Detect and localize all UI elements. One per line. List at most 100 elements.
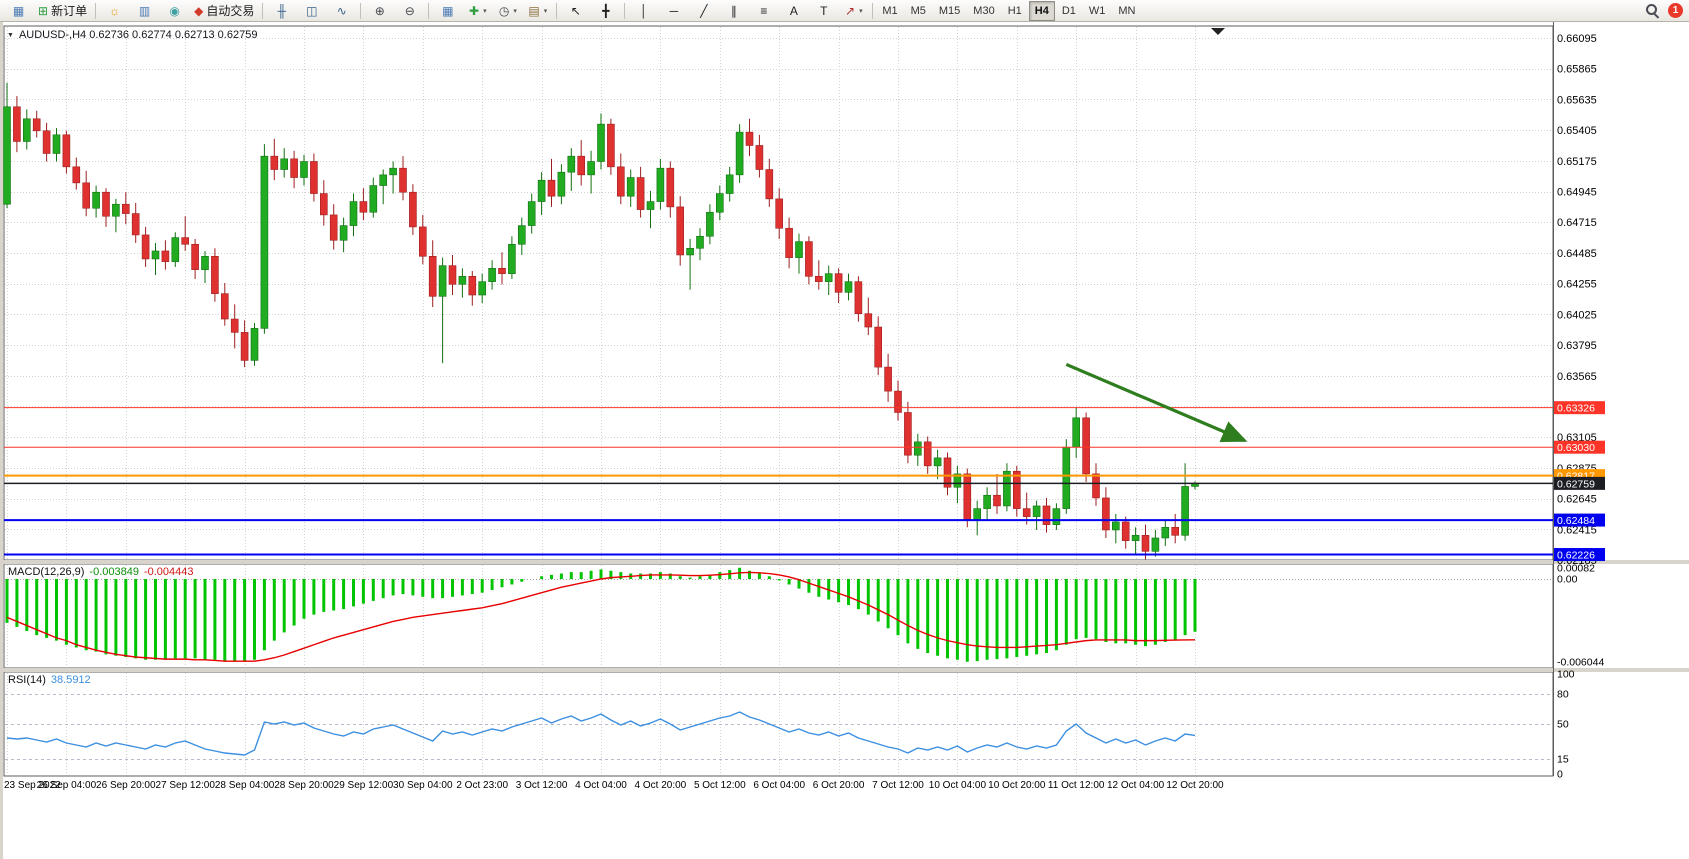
new-chart-button[interactable]: ▦	[4, 0, 33, 21]
text-icon: A	[789, 3, 798, 18]
chart-candles-button[interactable]: ◫	[297, 0, 326, 21]
zoom-in-button[interactable]: ⊕	[365, 0, 394, 21]
svg-text:0.64025: 0.64025	[1557, 309, 1597, 321]
search-icon[interactable]	[1645, 3, 1660, 18]
toolbar-separator	[428, 2, 430, 19]
text-label-button[interactable]: T	[809, 0, 838, 21]
price-tag-0.62226	[1554, 548, 1605, 562]
chart-canvas[interactable]: 0.66095 0.65865 0.65635 0.65405 0.65175 0.649…	[0, 22, 1689, 859]
arrows-button[interactable]: ↗ ▾	[839, 0, 868, 21]
new-order-label: 新订单	[51, 4, 88, 18]
market-watch-icon: ▥	[138, 3, 151, 18]
crosshair-button[interactable]: ╋	[591, 0, 620, 21]
autotrading-icon: ◆	[194, 3, 204, 18]
horizontal-line-button[interactable]: ─	[659, 0, 688, 21]
svg-text:0.63565: 0.63565	[1557, 371, 1597, 383]
fibonacci-button[interactable]: ≡	[749, 0, 778, 21]
new-order-button[interactable]: ⊞ 新订单	[34, 0, 91, 21]
indicators-icon: ✚	[469, 3, 480, 18]
toolbar-separator	[95, 2, 97, 19]
chart-candles-icon: ◫	[306, 3, 318, 18]
ideas-button[interactable]: ☼	[100, 0, 129, 21]
macd-panel	[3, 563, 1554, 669]
timeframe-W1-button[interactable]: W1	[1088, 4, 1106, 17]
toolbar-separator	[872, 2, 874, 19]
macd-series	[5, 567, 1197, 662]
main-price-panel	[3, 25, 1554, 561]
svg-text:10 Oct 20:00: 10 Oct 20:00	[988, 780, 1046, 791]
chart-area[interactable]: 0.66095 0.65865 0.65635 0.65405 0.65175 0.649…	[0, 22, 1689, 859]
svg-text:0.63030: 0.63030	[1557, 442, 1595, 454]
timeframe-M30-button[interactable]: M30	[973, 4, 995, 17]
timeframe-H1-button[interactable]: H1	[1007, 4, 1022, 17]
svg-text:6 Oct 04:00: 6 Oct 04:00	[753, 780, 805, 791]
autotrading-button[interactable]: ◆ 自动交易	[190, 0, 258, 21]
svg-text:0.63326: 0.63326	[1557, 403, 1595, 415]
notification-badge[interactable]: 1	[1668, 3, 1683, 18]
horizontal-line-icon: ─	[669, 3, 679, 18]
svg-text:0: 0	[1557, 769, 1563, 781]
toolbar-separator	[360, 2, 362, 19]
ideas-icon: ☼	[109, 3, 121, 18]
svg-text:0.65405: 0.65405	[1557, 125, 1597, 137]
svg-text:-0.006044: -0.006044	[1557, 656, 1604, 668]
periods-button[interactable]: ◷ ▾	[493, 0, 522, 21]
timeframe-M5-button[interactable]: M5	[910, 4, 926, 17]
rsi-value: 38.5912	[50, 674, 91, 686]
svg-text:0.65175: 0.65175	[1557, 156, 1597, 168]
chart-line-button[interactable]: ∿	[327, 0, 356, 21]
svg-text:10 Oct 04:00: 10 Oct 04:00	[929, 780, 987, 791]
crosshair-icon: ╋	[602, 3, 610, 18]
svg-text:12 Oct 20:00: 12 Oct 20:00	[1166, 780, 1224, 791]
caret-down-icon: ▾	[543, 7, 548, 15]
price-tag-0.62484	[1554, 513, 1605, 527]
price-tags: 0.633260.630300.628170.627590.624840.622…	[1554, 401, 1605, 562]
trend-arrow[interactable]	[1065, 362, 1248, 443]
timeframe-D1-button[interactable]: D1	[1061, 4, 1076, 17]
trendline-button[interactable]: ╱	[689, 0, 718, 21]
autotrading-label: 自动交易	[206, 4, 255, 18]
timeframe-M15-button[interactable]: M15	[938, 4, 961, 17]
templates-button[interactable]: ▤ ▾	[523, 0, 552, 21]
fibonacci-icon: ≡	[760, 3, 768, 18]
market-watch-button[interactable]: ▥	[130, 0, 159, 21]
indicators-button[interactable]: ✚ ▾	[463, 0, 492, 21]
svg-text:0.63795: 0.63795	[1557, 340, 1597, 352]
chart-bars-button[interactable]: ╫	[267, 0, 296, 21]
svg-text:27 Sep 12:00: 27 Sep 12:00	[155, 780, 215, 791]
svg-text:100: 100	[1557, 669, 1575, 681]
svg-text:23 Sep 2022: 23 Sep 2022	[4, 780, 61, 791]
svg-text:80: 80	[1557, 689, 1569, 701]
cursor-button[interactable]: ↖	[561, 0, 590, 21]
equidistant-channel-button[interactable]: ∥	[719, 0, 748, 21]
price-tag-0.63326	[1554, 401, 1605, 415]
tile-windows-button[interactable]: ▦	[433, 0, 462, 21]
chart-shift-marker[interactable]	[1211, 28, 1225, 35]
rsi-name: RSI(14)	[8, 674, 46, 686]
macd-main-value: -0.003849	[89, 566, 139, 578]
sounds-button[interactable]: ◉	[160, 0, 189, 21]
timeframe-buttons: M1 M5 M15 M30 H1 H4 D1 W1 MN	[876, 0, 1141, 21]
collapse-triangle-icon[interactable]: ▼	[7, 31, 14, 39]
svg-text:0.65635: 0.65635	[1557, 94, 1597, 106]
timeframe-MN-button[interactable]: MN	[1118, 4, 1136, 17]
timeframe-M1-button[interactable]: M1	[882, 4, 898, 17]
zoom-in-icon: ⊕	[374, 3, 385, 18]
vertical-line-button[interactable]: │	[629, 0, 658, 21]
toolbar-right: 1	[1645, 3, 1683, 18]
zoom-out-button[interactable]: ⊖	[395, 0, 424, 21]
zoom-out-icon: ⊖	[404, 3, 415, 18]
svg-text:15: 15	[1557, 754, 1569, 766]
svg-text:12 Oct 04:00: 12 Oct 04:00	[1107, 780, 1165, 791]
splitter-main-macd[interactable]	[0, 560, 1689, 564]
toolbar-separator	[262, 2, 264, 19]
timeframe-H4-button[interactable]: H4	[1028, 0, 1055, 21]
sounds-icon: ◉	[169, 3, 180, 18]
svg-text:0.00: 0.00	[1557, 574, 1578, 586]
text-button[interactable]: A	[779, 0, 808, 21]
svg-text:50: 50	[1557, 719, 1569, 731]
svg-text:30 Sep 04:00: 30 Sep 04:00	[393, 780, 453, 791]
chart-title: ▼ AUDUSD-,H4 0.62736 0.62774 0.62713 0.6…	[7, 29, 257, 41]
splitter-macd-rsi[interactable]	[0, 668, 1689, 672]
trendline-icon: ╱	[700, 3, 708, 18]
